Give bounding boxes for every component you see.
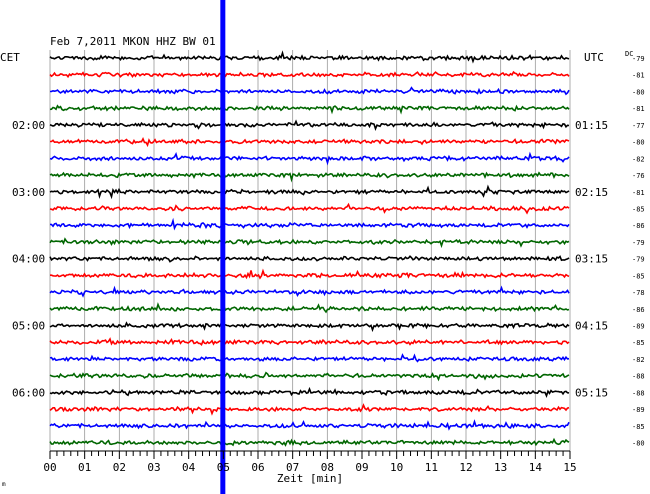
seismic-trace (49, 437, 570, 447)
x-tick-label: 04 (182, 461, 196, 474)
right-timezone-label: UTC (584, 51, 604, 64)
seismic-trace (49, 321, 570, 333)
dc-offset-label: -81 (632, 189, 645, 197)
seismic-trace (49, 50, 570, 64)
seismic-trace (50, 137, 570, 148)
dc-offset-label: -80 (632, 139, 645, 147)
right-hour-label: 04:15 (575, 320, 608, 333)
x-tick-label: 03 (147, 461, 160, 474)
seismic-trace (49, 119, 570, 131)
dc-offset-label: -79 (632, 239, 645, 247)
chart-labels: Feb 7,2011 MKON HHZ BW 01 CET UTC DC Zei… (0, 35, 645, 488)
dc-offset-label: -89 (632, 406, 645, 414)
x-tick-label: 07 (286, 461, 299, 474)
seismic-trace (49, 171, 570, 183)
dc-offset-label: -81 (632, 105, 645, 113)
dc-offset-label: -82 (632, 356, 645, 364)
seismic-trace (49, 104, 570, 115)
seismic-trace (49, 371, 570, 382)
x-tick-label: 10 (390, 461, 403, 474)
left-hour-label: 04:00 (12, 253, 45, 266)
x-tick-label: 14 (529, 461, 543, 474)
x-tick-label: 02 (113, 461, 126, 474)
footer-mark: m (2, 481, 6, 488)
seismic-trace (49, 386, 570, 399)
x-tick-label: 11 (425, 461, 438, 474)
seismic-trace (49, 217, 570, 231)
x-axis-label: Zeit [min] (277, 472, 343, 485)
seismic-trace (49, 151, 570, 166)
dc-offset-label: -85 (632, 205, 645, 213)
dc-offset-label: -78 (632, 289, 645, 297)
right-hour-label: 05:15 (575, 386, 608, 399)
left-hour-label: 03:00 (12, 186, 45, 199)
left-hour-label: 06:00 (12, 386, 45, 399)
dc-offset-label: -86 (632, 306, 645, 314)
dc-offset-label: -77 (632, 122, 645, 130)
dc-offset-label: -85 (632, 339, 645, 347)
dc-offset-label: -88 (632, 389, 645, 397)
x-tick-label: 00 (43, 461, 56, 474)
seismic-trace (49, 255, 570, 263)
seismic-trace (49, 202, 570, 215)
event-marker (220, 0, 226, 494)
x-tick-label: 15 (563, 461, 576, 474)
x-tick-label: 12 (459, 461, 472, 474)
dc-offset-label: -82 (632, 155, 645, 163)
dc-offset-label: -85 (632, 423, 645, 431)
right-hour-label: 01:15 (575, 119, 608, 132)
right-hour-label: 02:15 (575, 186, 608, 199)
seismic-trace (49, 403, 570, 416)
x-tick-label: 05 (217, 461, 230, 474)
seismic-trace (49, 285, 570, 298)
seismic-trace (49, 237, 570, 249)
x-tick-label: 13 (494, 461, 507, 474)
left-hour-label: 05:00 (12, 320, 45, 333)
event-marker-line (220, 0, 226, 494)
seismic-trace (50, 268, 570, 280)
dc-offset-label: -79 (632, 55, 645, 63)
dc-offset-label: -79 (632, 256, 645, 264)
dc-offset-label: -86 (632, 222, 645, 230)
time-axis: 00 01 02 03 04 05 06 07 08 09 10 11 12 13 14 15 (43, 450, 577, 474)
seismic-trace (49, 302, 570, 314)
x-tick-label: 06 (251, 461, 264, 474)
seismic-trace (49, 353, 570, 363)
seismic-trace (49, 419, 570, 431)
seismic-traces (49, 50, 570, 447)
dc-offset-label: -81 (632, 72, 645, 80)
seismic-trace (49, 70, 570, 79)
dc-header: DC (625, 50, 633, 58)
left-hour-label: 02:00 (12, 119, 45, 132)
seismic-trace (49, 184, 570, 200)
seismic-trace (49, 337, 570, 347)
x-tick-label: 09 (355, 461, 368, 474)
chart-title: Feb 7,2011 MKON HHZ BW 01 (50, 35, 216, 48)
seismic-trace (49, 86, 570, 96)
dc-offset-label: -85 (632, 272, 645, 280)
right-hour-label: 03:15 (575, 253, 608, 266)
dc-offset-label: -80 (632, 88, 645, 96)
dc-offset-label: -88 (632, 373, 645, 381)
x-tick-label: 08 (321, 461, 334, 474)
x-tick-label: 01 (78, 461, 91, 474)
dc-offset-label: -80 (632, 440, 645, 448)
left-timezone-label: CET (0, 51, 20, 64)
dc-offset-label: -89 (632, 323, 645, 331)
dc-offset-label: -76 (632, 172, 645, 180)
